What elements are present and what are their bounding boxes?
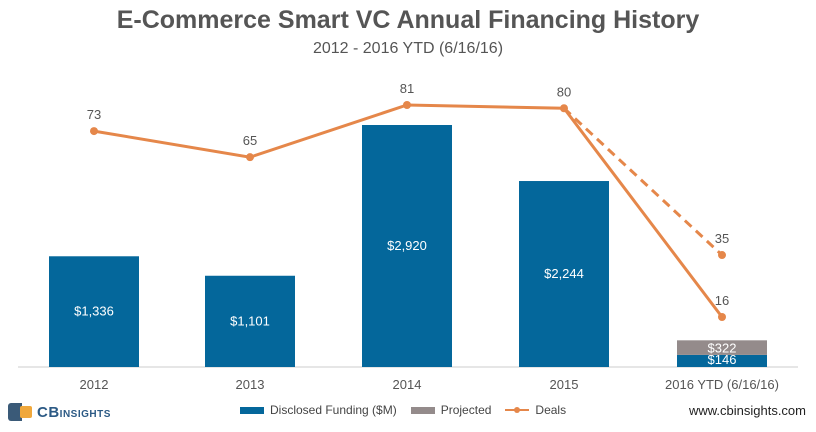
deals-label: 16	[715, 293, 729, 308]
deals-point	[246, 153, 254, 162]
x-tick-label: 2014	[393, 377, 422, 392]
bar-label-funding: $2,244	[544, 266, 584, 281]
legend-label-funding: Disclosed Funding ($M)	[270, 403, 397, 417]
legend-swatch-deals	[505, 405, 530, 415]
chart-legend: Disclosed Funding ($M) Projected Deals	[240, 403, 580, 417]
deals-projected-label: 35	[715, 231, 729, 246]
deals-label: 81	[400, 81, 414, 96]
bar-funding-2012	[49, 256, 139, 367]
deals-projected-point	[718, 251, 726, 260]
legend-item-funding: Disclosed Funding ($M)	[240, 403, 397, 417]
bar-label-funding: $1,336	[74, 304, 114, 319]
legend-swatch-funding	[240, 406, 264, 414]
bar-label-projected: $322	[708, 341, 737, 356]
legend-label-projected: Projected	[440, 403, 492, 417]
chart-title: E-Commerce Smart VC Annual Financing His…	[116, 6, 700, 34]
legend-item-projected: Projected	[410, 403, 492, 417]
deals-point	[403, 101, 411, 109]
bar-funding-2014	[362, 125, 452, 367]
bar-projected	[677, 340, 767, 355]
x-tick-label: 2015	[550, 377, 579, 392]
deals-label: 73	[87, 107, 101, 122]
x-tick-label: 2013	[236, 377, 265, 392]
bar-funding-2013	[205, 275, 295, 367]
bar-label-funding: $2,920	[387, 238, 427, 253]
x-tick-label: 2016 YTD (6/16/16)	[665, 377, 779, 392]
cb-insights-logo: CBINSIGHTS	[8, 400, 111, 424]
website-url: www.cbinsights.com	[688, 403, 806, 418]
bar-label-funding: $1,101	[230, 313, 270, 328]
legend-swatch-projected	[410, 406, 435, 414]
deals-label: 65	[243, 133, 257, 148]
legend-label-deals: Deals	[535, 403, 567, 417]
chart-canvas: $1,336 $1,101 $2,920 $2,244 $146$322 73 65 81 80…	[18, 81, 798, 392]
chart-subtitle: 2012 - 2016 YTD (6/16/16)	[312, 40, 504, 57]
bar-label-funding: $146	[708, 352, 737, 367]
deals-projected-line	[562, 107, 724, 257]
deals-point	[560, 104, 568, 113]
bar-funding-2016	[677, 354, 767, 367]
logo-text: CBINSIGHTS	[37, 403, 111, 421]
cb-logo-icon	[8, 403, 34, 421]
bar-funding-2015	[519, 181, 609, 367]
legend-item-deals: Deals	[505, 403, 566, 417]
deals-point	[90, 127, 98, 136]
x-tick-label: 2012	[80, 377, 109, 392]
deals-point	[718, 313, 726, 321]
deals-label: 80	[557, 84, 571, 99]
